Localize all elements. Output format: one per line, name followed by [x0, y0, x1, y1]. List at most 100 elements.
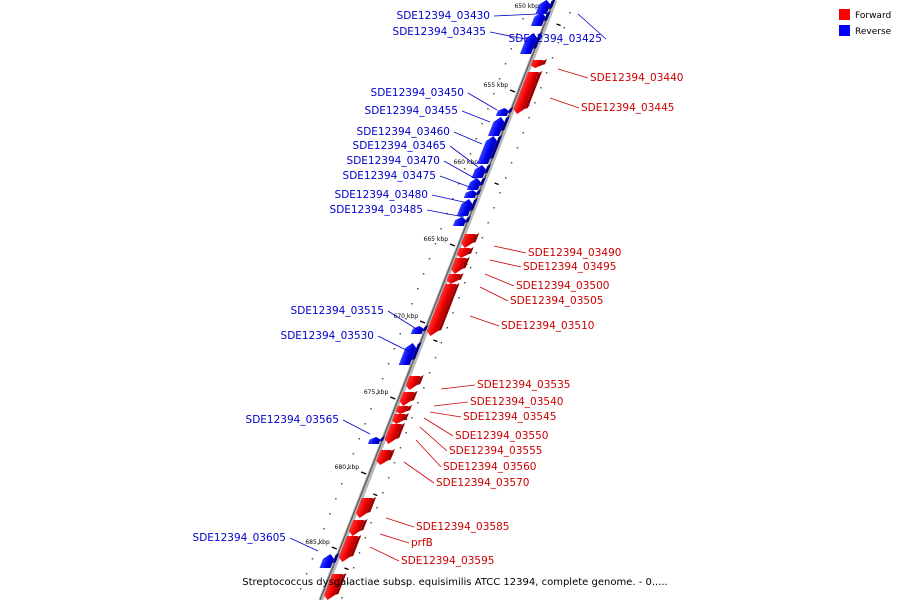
gene-sde12394-03480-label[interactable]: SDE12394_03480 [335, 189, 428, 201]
gene-sde12394-03570-label[interactable]: SDE12394_03570 [436, 477, 529, 489]
scale-dot [540, 87, 542, 89]
scale-dot [493, 207, 495, 209]
gene-sde12394-03515-label[interactable]: SDE12394_03515 [291, 305, 384, 317]
gene-sde12394-03465-label[interactable]: SDE12394_03465 [353, 140, 446, 152]
scale-dot [341, 483, 343, 485]
gene-sde12394-03510-feature [426, 283, 460, 336]
scale-dot [487, 222, 489, 224]
scale-dot [434, 357, 437, 359]
gene-sde12394-03440-leader [557, 68, 589, 79]
genome-backbone-core [319, 0, 555, 600]
kbp-tick-dash [556, 23, 561, 27]
scale-dot [399, 447, 402, 449]
gene-sde12394-03545-label[interactable]: SDE12394_03545 [463, 411, 556, 423]
gene-sde12394-03605-label[interactable]: SDE12394_03605 [193, 532, 286, 544]
gene-prfb-leader [379, 533, 410, 544]
kbp-tick-label: 685 kbp [305, 539, 330, 546]
gene-sde12394-03430-label[interactable]: SDE12394_03430 [397, 10, 490, 22]
scale-dot [405, 318, 407, 320]
gene-sde12394-03500-feature [451, 257, 470, 274]
gene-sde12394-03530-leader [377, 335, 411, 353]
gene-sde12394-03530-label[interactable]: SDE12394_03530 [281, 330, 374, 342]
scale-dot [458, 183, 460, 185]
gene-sde12394-03585-leader [385, 517, 415, 528]
scale-dot [504, 63, 507, 65]
scale-dot [352, 567, 355, 569]
gene-sde12394-03460-label[interactable]: SDE12394_03460 [357, 126, 450, 138]
scale-dot [510, 162, 513, 164]
gene-sde12394-03425-label[interactable]: SDE12394_03425 [509, 33, 602, 45]
gene-sde12394-03565-leader [342, 419, 371, 435]
gene-sde12394-03510-leader [469, 315, 500, 327]
kbp-tick-mark [390, 396, 396, 400]
gene-sde12394-03445-label[interactable]: SDE12394_03445 [581, 102, 674, 114]
gene-sde12394-03450-label[interactable]: SDE12394_03450 [371, 87, 464, 99]
gene-sde12394-03540-feature [399, 391, 418, 406]
gene-sde12394-03585-label[interactable]: SDE12394_03585 [416, 521, 509, 533]
gene-sde12394-03490-feature [461, 233, 480, 248]
scale-dot [381, 378, 384, 380]
scale-dot [563, 27, 565, 29]
scale-dot [388, 477, 390, 479]
gene-sde12394-03435-label[interactable]: SDE12394_03435 [393, 26, 486, 38]
scale-dot [382, 492, 384, 494]
gene-sde12394-03550-leader [423, 417, 454, 437]
gene-sde12394-03450-feature [495, 107, 514, 116]
gene-sde12394-03535-label[interactable]: SDE12394_03535 [477, 379, 570, 391]
scale-dot [376, 507, 378, 509]
scale-dot [364, 537, 367, 539]
gene-sde12394-03510-label[interactable]: SDE12394_03510 [501, 320, 594, 332]
kbp-tick-dash [433, 339, 438, 343]
gene-sde12394-03480-leader [431, 194, 469, 204]
gene-sde12394-03455-label[interactable]: SDE12394_03455 [365, 105, 458, 117]
gene-sde12394-03585-feature [355, 497, 377, 518]
gene-sde12394-03595-label[interactable]: SDE12394_03595 [401, 555, 494, 567]
scale-dot [423, 387, 425, 389]
scale-dot [311, 558, 314, 560]
gene-sde12394-03430-leader [493, 13, 538, 17]
gene-sde12394-03460-feature [477, 135, 503, 164]
kbp-tick-label: 660 kbp [454, 159, 479, 166]
gene-partial-bottom-feature [323, 573, 347, 600]
gene-sde12394-03555-label[interactable]: SDE12394_03555 [449, 445, 542, 457]
scale-dot [317, 543, 320, 545]
gene-sde12394-03500-label[interactable]: SDE12394_03500 [516, 280, 609, 292]
scale-dot [434, 243, 437, 245]
scale-dot [545, 72, 548, 74]
gene-sde12394-03470-label[interactable]: SDE12394_03470 [347, 155, 440, 167]
gene-sde12394-03550-label[interactable]: SDE12394_03550 [455, 430, 548, 442]
gene-sde12394-03440-label[interactable]: SDE12394_03440 [590, 72, 683, 84]
gene-sde12394-03425-leader [577, 13, 607, 40]
gene-sde12394-03475-label[interactable]: SDE12394_03475 [343, 170, 436, 182]
gene-sde12394-03465-feature [471, 164, 492, 178]
genome-caption: Streptococcus dysgalactiae subsp. equisi… [242, 577, 668, 588]
scale-dot [452, 198, 454, 200]
kbp-tick-label: 650 kbp [514, 3, 539, 10]
legend-reverse-swatch [839, 25, 850, 36]
gene-sde12394-03560-label[interactable]: SDE12394_03560 [443, 461, 536, 473]
gene-sde12394-03490-label[interactable]: SDE12394_03490 [528, 247, 621, 259]
gene-sde12394-03505-label[interactable]: SDE12394_03505 [510, 295, 603, 307]
gene-sde12394-03485-label[interactable]: SDE12394_03485 [330, 204, 423, 216]
gene-sde12394-03565-label[interactable]: SDE12394_03565 [246, 414, 339, 426]
gene-sde12394-03550-feature [392, 413, 409, 424]
scale-dot [428, 258, 431, 260]
scale-dot [323, 528, 325, 530]
gene-sde12394-03495-label[interactable]: SDE12394_03495 [523, 261, 616, 273]
gene-prfb-label[interactable]: prfB [411, 537, 433, 549]
gene-sde12394-03445-feature [513, 71, 543, 114]
scale-dot [370, 522, 372, 524]
gene-sde12394-03440-feature [530, 59, 547, 68]
scale-dot [370, 408, 372, 410]
gene-sde12394-03540-label[interactable]: SDE12394_03540 [470, 396, 563, 408]
gene-sde12394-03435-feature [519, 32, 543, 54]
gene-sde12394-03500-leader [484, 273, 515, 287]
gene-sde12394-03450-leader [467, 92, 498, 111]
scale-dot [452, 312, 454, 314]
scale-dot [347, 582, 349, 584]
scale-dot [498, 78, 501, 80]
gene-sde12394-03475-feature [463, 189, 482, 198]
gene-sde12394-03485-leader [426, 209, 465, 218]
gene-sde12394-03605-leader [289, 537, 319, 552]
